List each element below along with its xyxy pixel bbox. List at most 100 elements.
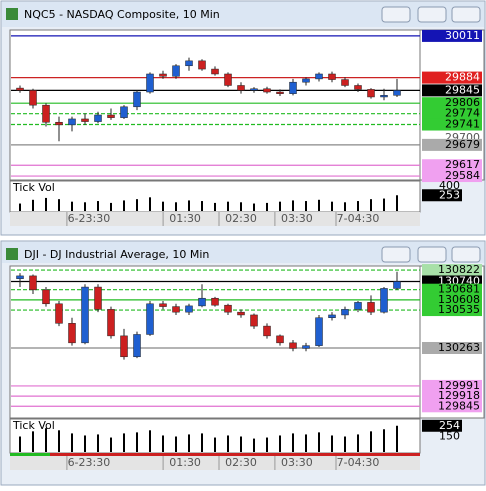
candle-body: [276, 91, 284, 94]
candle-body: [133, 91, 141, 108]
candle-body: [81, 118, 89, 122]
candle-body: [237, 85, 245, 91]
candle-body: [94, 114, 102, 122]
price-tag: [422, 341, 482, 354]
candle-body: [42, 289, 50, 305]
candle-body: [276, 335, 284, 344]
price-tag: [422, 138, 482, 151]
price-tag-label: 129991: [438, 379, 480, 392]
candle-body: [94, 286, 102, 310]
candle-body: [55, 303, 63, 324]
price-tag-label: 30011: [445, 29, 480, 42]
maximize-button[interactable]: [417, 246, 447, 263]
time-label: 02:30: [225, 456, 257, 469]
title-bar: [2, 242, 484, 263]
candle-body: [354, 85, 362, 90]
time-label: 7-04:30: [337, 456, 380, 469]
price-tag: [422, 97, 482, 110]
candle-body: [250, 88, 258, 91]
price-tag-label: 130822: [438, 263, 480, 276]
price-tag-label: 29774: [445, 107, 480, 120]
candle-body: [120, 106, 128, 118]
price-tag: [422, 170, 482, 183]
candle-body: [302, 345, 310, 349]
price-tag: [422, 107, 482, 120]
candle-body: [263, 325, 271, 337]
minimize-button[interactable]: [381, 6, 411, 23]
price-tag-label: 130681: [438, 283, 480, 296]
price-tag: [422, 390, 482, 403]
price-tag: [422, 71, 482, 84]
maximize-button[interactable]: [417, 6, 447, 23]
price-tag: [422, 304, 482, 317]
price-tag-label: 29884: [445, 71, 480, 84]
candle-body: [146, 303, 154, 335]
price-tag: [422, 264, 482, 277]
candle-body: [198, 60, 206, 70]
candle-body: [224, 304, 232, 313]
candle-body: [172, 65, 180, 77]
time-label: 7-04:30: [337, 212, 380, 225]
candle-body: [42, 104, 50, 123]
price-tag: [422, 159, 482, 172]
candle-body: [211, 68, 219, 75]
price-tag-label: 29584: [445, 169, 480, 182]
candle-body: [81, 286, 89, 344]
candle-body: [68, 323, 76, 344]
volume-strip: [10, 453, 420, 456]
time-label: 01:30: [169, 456, 201, 469]
time-axis: [10, 456, 420, 470]
chart-area: [9, 29, 421, 181]
candle-body: [315, 317, 323, 346]
price-tag-label: 130535: [438, 303, 480, 316]
price-tag-label: 29806: [445, 96, 480, 109]
time-axis: [10, 212, 420, 226]
price-tag-label: 29845: [445, 83, 480, 96]
volume-label: Tick Vol: [12, 181, 55, 194]
candle-body: [55, 121, 63, 126]
candle-body: [185, 305, 193, 313]
volume-strip-start: [10, 453, 50, 456]
candle-body: [393, 281, 401, 289]
price-tag: [422, 118, 482, 131]
window-icon: [6, 8, 18, 20]
time-label: 6-23:30: [68, 212, 111, 225]
candle-body: [393, 90, 401, 96]
candle-body: [185, 60, 193, 67]
candle-body: [341, 79, 349, 86]
window-title: DJI - DJ Industrial Average, 10 Min: [24, 248, 209, 261]
candle-body: [211, 297, 219, 306]
candle-body: [198, 297, 206, 307]
price-tag: [422, 84, 482, 97]
price-tag-label: 29617: [445, 158, 480, 171]
window-icon: [6, 248, 18, 260]
candle-body: [29, 90, 37, 106]
candle-body: [328, 314, 336, 318]
minimize-button[interactable]: [381, 246, 411, 263]
price-tag: [422, 379, 482, 392]
candle-body: [367, 302, 375, 313]
window-title: NQC5 - NASDAQ Composite, 10 Min: [24, 8, 220, 21]
candle-body: [107, 309, 115, 337]
price-tag: [422, 293, 482, 306]
candle-body: [289, 81, 297, 94]
candle-body: [107, 114, 115, 118]
candle-body: [289, 342, 297, 349]
price-tag-label: 129845: [438, 399, 480, 412]
volume-tick: 400: [439, 179, 460, 192]
candle-body: [237, 311, 245, 316]
price-tag-label: 29741: [445, 118, 480, 131]
candle-body: [367, 89, 375, 98]
volume-tick: 150: [439, 430, 460, 443]
time-label: 01:30: [169, 212, 201, 225]
candle-body: [146, 73, 154, 93]
candle-body: [341, 309, 349, 316]
time-label: 6-23:30: [68, 456, 111, 469]
close-button[interactable]: [451, 246, 481, 263]
candle-body: [380, 288, 388, 313]
candle-body: [159, 303, 167, 307]
close-button[interactable]: [451, 6, 481, 23]
price-tag: [422, 283, 482, 296]
